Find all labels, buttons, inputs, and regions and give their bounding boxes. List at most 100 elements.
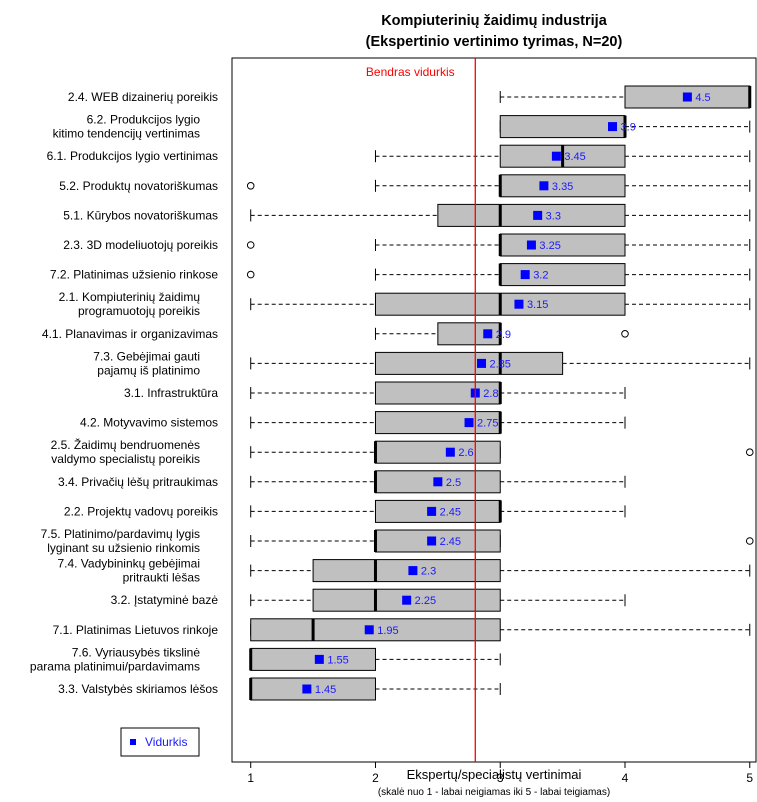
x-tick-label: 1	[247, 771, 254, 785]
mean-marker	[364, 625, 374, 635]
mean-value-label: 1.95	[377, 625, 398, 637]
box-item: 2.5	[250, 470, 626, 494]
category-label-line: pajamų iš platinimo	[97, 363, 200, 377]
box-item: 4.5	[499, 85, 752, 109]
category-labels: 2.4. WEB dizainerių poreikis 6.2. Produkc…	[30, 90, 218, 696]
category-label: 4.1. Planavimas ir organizavimas	[42, 327, 218, 341]
category-label-line: programuotojų poreikis	[78, 304, 200, 318]
mean-marker	[433, 477, 443, 487]
iqr-box	[250, 618, 501, 642]
mean-marker	[514, 299, 524, 309]
mean-marker	[551, 151, 561, 161]
x-tick-label: 4	[622, 771, 629, 785]
x-tick-label: 5	[746, 771, 753, 785]
mean-value-label: 2.6	[458, 447, 473, 459]
iqr-box	[250, 677, 376, 701]
category-label: 7.1. Platinimas Lietuvos rinkoje	[53, 623, 219, 637]
mean-value-label: 3.35	[552, 181, 573, 193]
overall-mean-label: Bendras vidurkis	[366, 65, 455, 79]
box-item: 1.55	[249, 647, 501, 671]
iqr-box	[374, 499, 501, 523]
box-item: 2.25	[250, 588, 626, 612]
category-label-line: 3.4. Privačių lėšų pritraukimas	[58, 475, 218, 489]
category-label: 2.3. 3D modeliuotojų poreikis	[63, 238, 218, 252]
category-label-line: 3.1. Infrastruktūra	[124, 386, 218, 400]
legend: Vidurkis	[120, 727, 200, 757]
iqr-box	[499, 115, 626, 139]
category-label-line: 3.3. Valstybės skiriamos lėšos	[58, 682, 218, 696]
category-label-line: 7.3. Gebėjimai gauti	[93, 349, 200, 363]
category-label-line: 2.5. Žaidimų bendruomenės	[51, 437, 200, 452]
mean-value-label: 2.5	[446, 477, 461, 489]
category-label: 2.2. Projektų vadovų poreikis	[64, 504, 218, 518]
box-item: 2.6	[250, 440, 754, 464]
outlier-point	[246, 241, 255, 249]
category-label-line: valdymo specialistų poreikis	[51, 452, 200, 466]
mean-value-label: 2.75	[477, 418, 498, 430]
category-label-line: 4.1. Planavimas ir organizavimas	[42, 327, 218, 341]
mean-value-label: 3.2	[533, 270, 548, 282]
category-label: 2.5. Žaidimų bendruomenės valdymo special…	[51, 437, 200, 466]
category-label-line: 5.1. Kūrybos novatoriškumas	[63, 208, 218, 222]
mean-marker	[477, 358, 487, 368]
category-label-line: 6.2. Produkcijos lygio	[87, 113, 201, 127]
category-label-line: 3.2. Įstatyminė bazė	[111, 593, 219, 607]
iqr-box	[374, 351, 564, 375]
iqr-box	[437, 203, 626, 227]
mean-marker	[445, 447, 455, 457]
mean-value-label: 2.3	[421, 566, 436, 578]
iqr-box	[312, 559, 501, 583]
mean-marker	[408, 566, 418, 576]
chart-subtitle: (Ekspertinio vertinimo tyrimas, N=20)	[366, 34, 623, 50]
mean-value-label: 1.55	[327, 654, 348, 666]
box-item: 2.85	[250, 351, 751, 375]
legend-label: Vidurkis	[145, 735, 187, 749]
mean-marker	[427, 506, 437, 516]
box-item: 1.95	[250, 618, 751, 642]
box-item: 3.2	[246, 263, 751, 287]
category-label: 7.2. Platinimas užsienio rinkose	[50, 268, 218, 282]
category-label: 2.4. WEB dizainerių poreikis	[68, 90, 218, 104]
mean-value-label: 2.8	[483, 388, 498, 400]
category-label-line: 4.2. Motyvavimo sistemos	[80, 416, 218, 430]
outlier-point	[621, 330, 629, 338]
mean-marker	[427, 536, 437, 546]
category-label-line: 7.1. Platinimas Lietuvos rinkoje	[53, 623, 219, 637]
x-axis-label: Ekspertų/specialistų vertinimai	[407, 767, 582, 782]
mean-marker	[402, 595, 412, 605]
category-label-line: 2.3. 3D modeliuotojų poreikis	[63, 238, 218, 252]
iqr-box	[499, 233, 626, 257]
mean-marker	[608, 122, 618, 132]
outlier-point	[246, 182, 255, 190]
mean-marker	[464, 418, 474, 428]
x-axis: 1 2 3 4 5	[247, 762, 753, 785]
category-label: 7.4. Vadybininkų gebėjimai pritraukti lėš…	[57, 557, 200, 585]
mean-value-label: 3.3	[546, 210, 561, 222]
box-item: 3.3	[250, 203, 751, 227]
box-item: 3.25	[246, 233, 751, 257]
box-item: 2.45	[250, 499, 626, 523]
category-label: 7.6. Vyriausybės tikslinė parama platinim…	[30, 645, 200, 673]
category-label-line: 2.1. Kompiuterinių žaidimų	[59, 290, 201, 304]
mean-marker	[302, 684, 312, 694]
category-label: 4.2. Motyvavimo sistemos	[80, 416, 218, 430]
category-label-line: 2.4. WEB dizainerių poreikis	[68, 90, 218, 104]
outlier-point	[745, 537, 754, 545]
category-label-line: lyginant su užsienio rinkomis	[47, 541, 200, 555]
category-label-line: 2.2. Projektų vadovų poreikis	[64, 504, 218, 518]
category-label: 6.2. Produkcijos lygio kitimo tendencijų …	[53, 113, 201, 141]
category-label-line: parama platinimui/pardavimams	[30, 659, 200, 673]
box-group: 4.5 3.9 3.45 3.35 3.3 3.25 3.2 3.15 2.9 2.85 2.8 2.…	[246, 85, 754, 701]
category-label: 3.4. Privačių lėšų pritraukimas	[58, 475, 218, 489]
mean-value-label: 3.15	[527, 299, 548, 311]
iqr-box	[374, 529, 501, 553]
category-label-line: 7.2. Platinimas užsienio rinkose	[50, 268, 218, 282]
outlier-point	[246, 270, 255, 279]
mean-value-label: 2.45	[440, 536, 461, 548]
box-item: 2.8	[250, 381, 626, 405]
legend-mean-marker	[130, 739, 136, 745]
iqr-box	[250, 647, 376, 671]
box-item: 1.45	[249, 677, 501, 701]
mean-marker	[533, 210, 543, 220]
